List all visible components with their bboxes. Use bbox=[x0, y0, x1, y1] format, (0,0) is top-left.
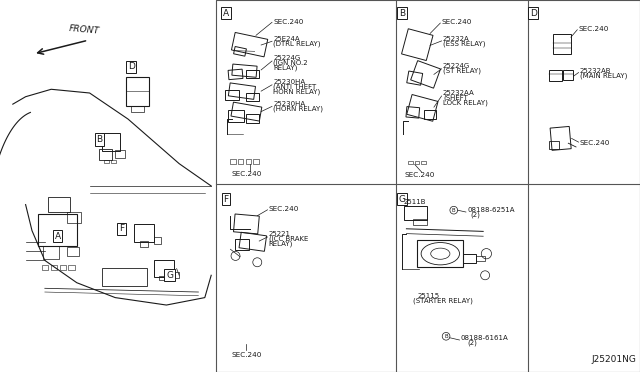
Text: SEC.240: SEC.240 bbox=[273, 19, 303, 25]
Bar bbox=[246, 159, 251, 164]
Text: 2511B: 2511B bbox=[404, 199, 426, 205]
Bar bbox=[67, 247, 79, 256]
Text: (HORN RELAY): (HORN RELAY) bbox=[273, 105, 323, 112]
Text: (ANTI THEFT: (ANTI THEFT bbox=[273, 84, 317, 90]
Text: D: D bbox=[128, 62, 134, 71]
Bar bbox=[111, 160, 116, 163]
Bar bbox=[238, 159, 243, 164]
Text: 25232A: 25232A bbox=[443, 36, 470, 42]
Text: FRONT: FRONT bbox=[68, 24, 100, 36]
Bar bbox=[60, 265, 66, 270]
Text: (MAIN RELAY): (MAIN RELAY) bbox=[580, 72, 627, 79]
Bar bbox=[417, 240, 463, 267]
Text: 25230HA: 25230HA bbox=[273, 101, 305, 107]
Text: 25E24A: 25E24A bbox=[273, 36, 300, 42]
Text: (2): (2) bbox=[467, 339, 477, 346]
Text: (STARTER RELAY): (STARTER RELAY) bbox=[413, 298, 473, 304]
Text: F: F bbox=[223, 195, 228, 203]
Bar bbox=[159, 276, 166, 280]
Text: HORN RELAY): HORN RELAY) bbox=[273, 89, 321, 95]
Bar bbox=[154, 260, 174, 277]
Text: SEC.240: SEC.240 bbox=[442, 19, 472, 25]
Text: 25232AA: 25232AA bbox=[443, 90, 475, 96]
Text: (ST RELAY): (ST RELAY) bbox=[443, 68, 481, 74]
Text: B: B bbox=[96, 135, 102, 144]
Bar bbox=[68, 265, 75, 270]
Bar bbox=[48, 197, 70, 212]
Bar bbox=[115, 150, 125, 158]
Bar bbox=[408, 161, 413, 164]
Text: (IGN NO.2: (IGN NO.2 bbox=[273, 60, 308, 67]
Text: B: B bbox=[399, 9, 405, 17]
Text: 08188-6161A: 08188-6161A bbox=[461, 335, 509, 341]
Bar bbox=[463, 254, 476, 263]
Text: 25224G: 25224G bbox=[273, 55, 301, 61]
Text: G: G bbox=[166, 271, 173, 280]
Text: RELAY): RELAY) bbox=[269, 241, 293, 247]
Text: (ESS RELAY): (ESS RELAY) bbox=[443, 40, 485, 47]
Text: F: F bbox=[119, 224, 124, 233]
Text: J25201NG: J25201NG bbox=[591, 355, 636, 364]
Text: SEC.240: SEC.240 bbox=[404, 172, 435, 178]
Text: D: D bbox=[530, 9, 536, 17]
Text: SEC.240: SEC.240 bbox=[580, 140, 610, 146]
Bar bbox=[102, 133, 120, 151]
Text: (SHEFT: (SHEFT bbox=[443, 95, 468, 102]
Bar bbox=[404, 206, 427, 220]
Text: (DTRL RELAY): (DTRL RELAY) bbox=[273, 41, 321, 47]
Text: 25115: 25115 bbox=[417, 293, 440, 299]
Bar bbox=[154, 237, 161, 244]
Bar bbox=[415, 161, 419, 164]
Text: 25230HA: 25230HA bbox=[273, 79, 305, 85]
Text: SEC.240: SEC.240 bbox=[579, 26, 609, 32]
Text: A: A bbox=[54, 232, 61, 241]
Bar bbox=[549, 70, 562, 81]
Text: 08188-6251A: 08188-6251A bbox=[467, 207, 515, 213]
Bar bbox=[51, 265, 57, 270]
Bar bbox=[104, 160, 109, 163]
Bar bbox=[563, 70, 573, 80]
Bar bbox=[476, 256, 485, 261]
Bar bbox=[42, 265, 48, 270]
Text: 25224G: 25224G bbox=[443, 63, 470, 69]
Text: 25221: 25221 bbox=[269, 231, 291, 237]
Bar bbox=[126, 77, 149, 106]
Text: (2): (2) bbox=[470, 212, 480, 218]
Bar bbox=[230, 159, 236, 164]
Bar bbox=[99, 149, 112, 160]
Bar bbox=[549, 141, 559, 149]
Text: A: A bbox=[223, 9, 229, 17]
Bar bbox=[131, 106, 144, 112]
Text: B: B bbox=[444, 334, 448, 339]
Text: SEC.240: SEC.240 bbox=[269, 206, 299, 212]
Bar bbox=[102, 268, 147, 286]
Bar bbox=[38, 214, 77, 246]
Text: LOCK RELAY): LOCK RELAY) bbox=[443, 100, 488, 106]
Text: SEC.240: SEC.240 bbox=[231, 171, 262, 177]
Bar bbox=[43, 246, 59, 259]
Bar bbox=[413, 219, 427, 225]
Text: 25232AB: 25232AB bbox=[580, 68, 611, 74]
Text: SEC.240: SEC.240 bbox=[231, 352, 262, 357]
Bar bbox=[67, 212, 81, 223]
Text: B: B bbox=[452, 208, 456, 213]
Text: G: G bbox=[399, 195, 405, 203]
Bar bbox=[421, 161, 426, 164]
Bar bbox=[253, 159, 259, 164]
Bar bbox=[140, 241, 148, 247]
Text: RELAY): RELAY) bbox=[273, 65, 298, 71]
Bar bbox=[134, 224, 154, 242]
Text: (ICC BRAKE: (ICC BRAKE bbox=[269, 236, 308, 243]
Bar bbox=[173, 272, 179, 278]
